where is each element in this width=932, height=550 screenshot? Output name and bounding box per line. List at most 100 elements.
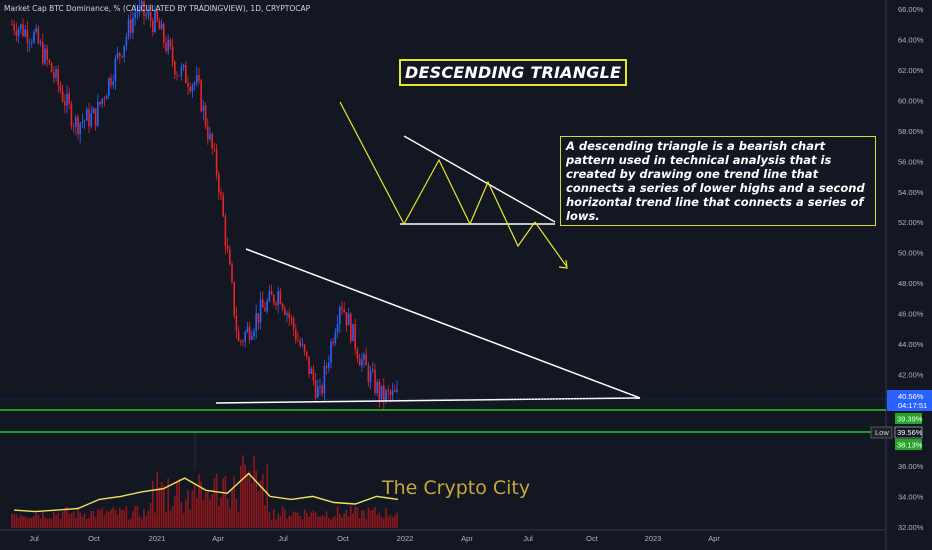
volume-bar: [317, 516, 319, 528]
candle-body: [334, 332, 337, 344]
volume-bar: [259, 480, 262, 528]
candle-body: [110, 78, 112, 85]
volume-bar: [141, 519, 143, 528]
candle-body: [57, 69, 59, 86]
volume-bar: [270, 519, 273, 528]
candle-body: [253, 330, 255, 337]
candle-body: [350, 313, 352, 342]
volume-bar: [343, 513, 345, 528]
candle-body: [290, 317, 293, 319]
volume-bar: [314, 512, 317, 528]
symbol-header[interactable]: Market Cap BTC Dominance, % (CALCULATED …: [4, 4, 311, 13]
volume-bar: [211, 494, 213, 528]
current-price-tag: [887, 390, 932, 411]
volume-bar: [369, 510, 372, 528]
price-tick-label: 50.00%: [898, 249, 924, 258]
volume-bar: [94, 517, 97, 528]
volume-bar: [75, 517, 77, 528]
time-tick-label: Jul: [523, 534, 533, 543]
candle-body: [213, 148, 216, 150]
volume-bar: [101, 507, 103, 528]
volume-bar: [237, 511, 240, 528]
volume-bar: [235, 498, 238, 528]
candle-body: [323, 366, 326, 394]
volume-bar: [233, 476, 235, 528]
volume-bar: [231, 489, 233, 528]
volume-bar: [50, 518, 53, 528]
candle-body: [347, 313, 350, 326]
candle-body: [222, 195, 224, 217]
candle-body: [275, 303, 277, 306]
candle-body: [97, 101, 99, 126]
volume-bar: [48, 517, 51, 528]
candle-body: [68, 93, 70, 104]
candle-body: [235, 315, 238, 332]
candle-body: [204, 105, 207, 127]
volume-bar: [330, 519, 332, 528]
volume-bar: [154, 512, 156, 528]
candle-body: [178, 75, 180, 77]
volume-bar: [112, 507, 114, 528]
candle-body: [310, 368, 312, 374]
candle-body: [37, 28, 40, 44]
volume-bar: [323, 516, 326, 528]
price-tick-label: 66.00%: [898, 5, 924, 14]
time-tick-label: 2021: [149, 534, 166, 543]
volume-bar: [354, 506, 356, 528]
time-tick-label: Oct: [337, 534, 350, 543]
candle-body: [281, 303, 284, 309]
candle-body: [244, 332, 246, 342]
volume-bar: [88, 518, 90, 528]
candle-body: [35, 28, 37, 32]
candle-body: [297, 340, 299, 341]
volume-bar: [42, 510, 44, 528]
candle-body: [218, 174, 220, 193]
arrowhead-icon: [558, 259, 568, 269]
volume-bar: [222, 478, 224, 528]
descending-trendline[interactable]: [245, 248, 641, 399]
candle-body: [246, 326, 249, 333]
volume-bar: [242, 455, 244, 528]
candle-body: [26, 29, 29, 44]
volume-bar: [121, 509, 123, 528]
candle-body: [127, 19, 130, 37]
volume-bar: [99, 510, 101, 528]
candle-body: [147, 11, 150, 15]
volume-bar: [310, 512, 312, 528]
candle-body: [138, 4, 141, 12]
candle-body: [264, 307, 266, 312]
candle-body: [50, 62, 53, 73]
pattern-title: DESCENDING TRIANGLE: [399, 59, 628, 86]
candle-body: [99, 101, 101, 105]
volume-bar: [145, 516, 147, 528]
candle-body: [358, 358, 361, 366]
volume-bar: [130, 518, 132, 528]
candle-body: [33, 31, 35, 43]
volume-bar: [383, 518, 385, 528]
candle-body: [121, 55, 123, 57]
volume-bar: [361, 510, 363, 528]
candle-body: [369, 370, 372, 383]
candle-body: [189, 87, 191, 92]
volume-bar: [281, 506, 284, 528]
candle-body: [314, 380, 317, 398]
candle-body: [59, 85, 62, 92]
price-tick-label: 62.00%: [898, 66, 924, 75]
volume-bar: [215, 473, 218, 528]
horizontal-support-line[interactable]: [215, 397, 641, 404]
candle-body: [336, 324, 339, 333]
volume-bar: [350, 506, 352, 528]
volume-bar: [68, 514, 70, 528]
volume-bar: [303, 509, 306, 528]
volume-bar: [20, 514, 22, 528]
candle-body: [301, 344, 304, 346]
volume-bar: [86, 519, 88, 528]
candle-body: [248, 326, 251, 340]
volume-bar: [119, 507, 121, 528]
candle-body: [163, 23, 165, 43]
volume-bar: [165, 511, 167, 528]
candle-body: [141, 1, 143, 5]
candle-body: [332, 341, 334, 344]
time-tick-label: Jul: [278, 534, 288, 543]
